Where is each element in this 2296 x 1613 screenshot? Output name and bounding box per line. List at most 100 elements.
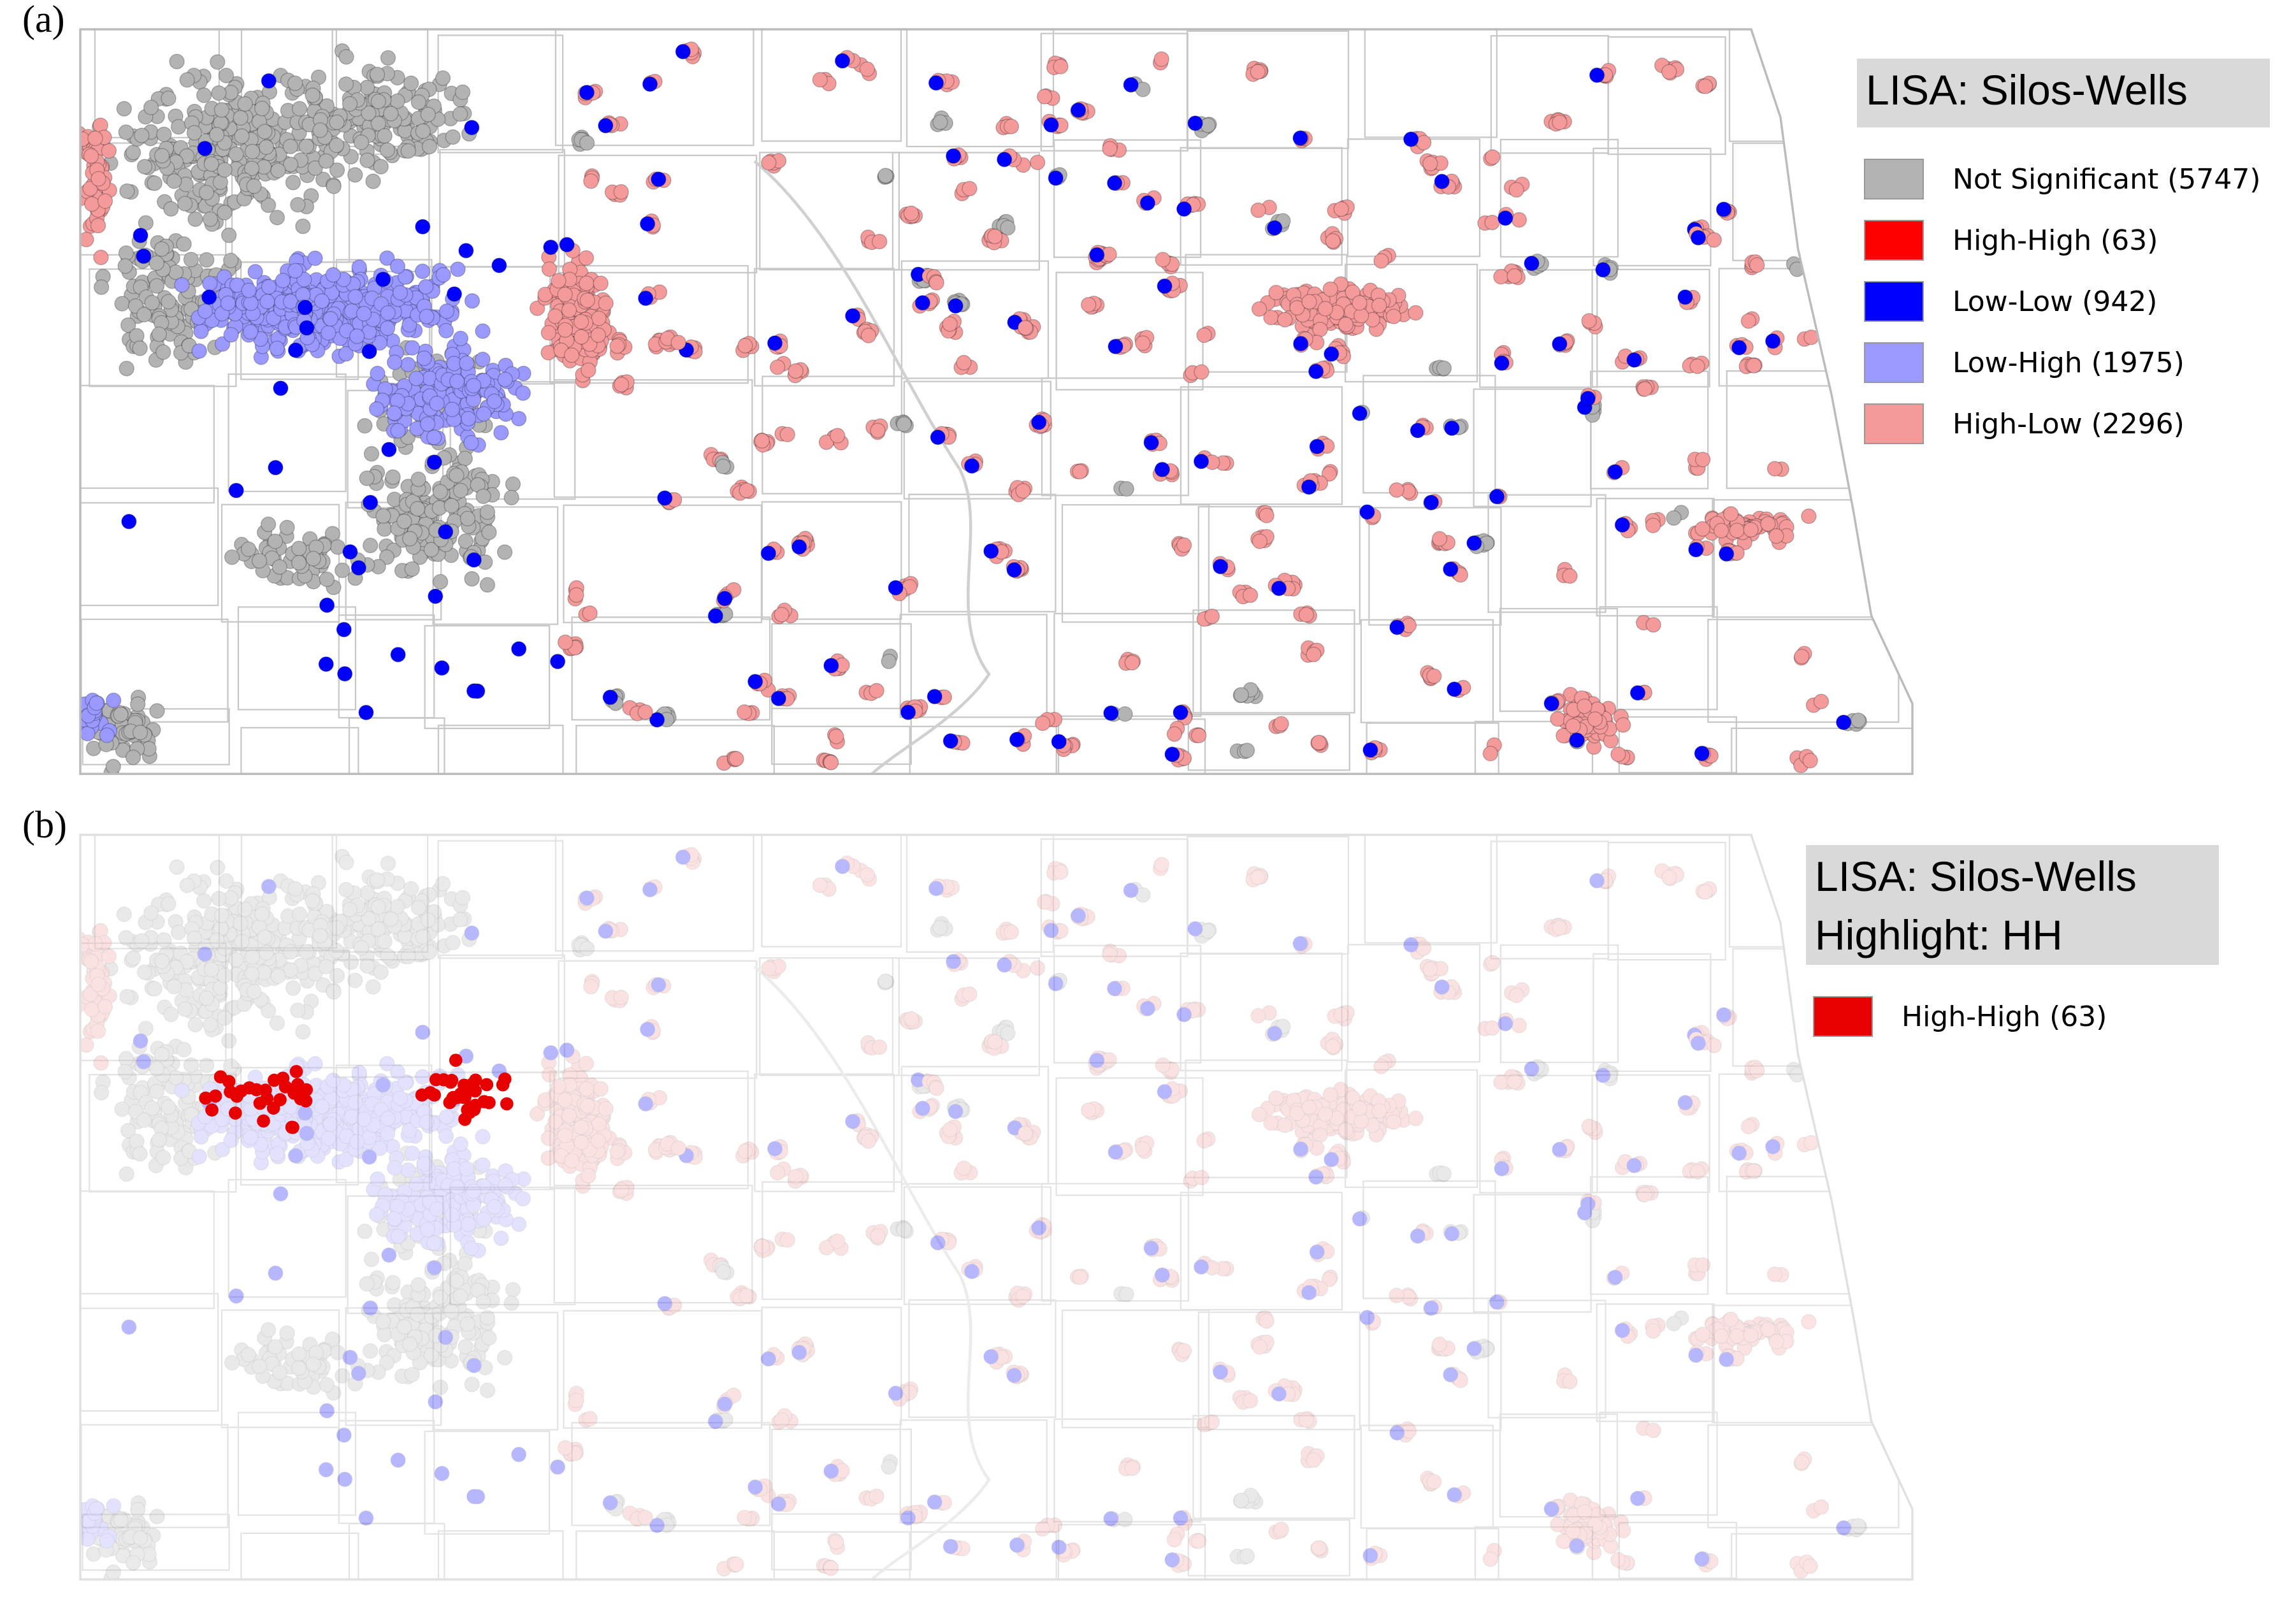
county <box>1731 727 1912 774</box>
point <box>449 467 465 484</box>
point <box>1139 195 1156 211</box>
point <box>1484 214 1500 231</box>
point <box>1164 746 1180 762</box>
point <box>834 53 851 69</box>
county <box>338 614 435 719</box>
point <box>1444 420 1460 437</box>
point <box>1800 215 1816 232</box>
point <box>305 87 321 103</box>
point <box>176 1041 192 1058</box>
point <box>1550 711 1566 727</box>
point <box>579 84 595 101</box>
point <box>125 1555 141 1571</box>
point <box>823 755 839 770</box>
point <box>282 138 299 154</box>
point <box>438 1128 454 1145</box>
county <box>1487 494 1606 613</box>
point <box>1688 542 1704 558</box>
point <box>466 683 482 699</box>
county <box>1490 35 1610 154</box>
point <box>244 949 261 966</box>
point <box>454 890 471 906</box>
point <box>1308 363 1324 380</box>
point <box>363 1251 380 1268</box>
point <box>1385 308 1402 324</box>
point <box>282 944 299 960</box>
point <box>454 84 471 100</box>
point <box>291 1360 307 1377</box>
point <box>223 252 239 268</box>
point <box>463 435 479 451</box>
point <box>183 1057 199 1073</box>
point <box>1242 587 1259 604</box>
point <box>549 653 566 670</box>
point <box>408 1176 424 1192</box>
point <box>260 1322 277 1338</box>
point <box>322 311 339 327</box>
point <box>383 911 399 927</box>
point <box>1271 581 1287 597</box>
point <box>118 1051 134 1067</box>
county <box>900 260 1050 379</box>
point <box>414 263 431 279</box>
point <box>156 126 172 143</box>
point <box>481 524 497 540</box>
point <box>174 277 190 293</box>
point <box>273 380 289 396</box>
point <box>423 542 440 558</box>
point <box>166 173 182 189</box>
point <box>1821 109 1838 125</box>
county <box>1731 1533 1912 1580</box>
point <box>144 294 160 311</box>
point <box>1543 695 1559 712</box>
point <box>475 351 491 368</box>
point <box>1102 141 1118 157</box>
point <box>1389 619 1405 635</box>
point <box>540 324 557 341</box>
point <box>613 184 629 200</box>
point <box>297 300 314 315</box>
point <box>1848 379 1865 395</box>
point <box>148 278 165 294</box>
point <box>1009 732 1025 748</box>
point <box>87 130 103 147</box>
county <box>220 503 340 623</box>
point <box>251 1358 268 1375</box>
point <box>1423 495 1440 510</box>
county <box>1061 1309 1210 1429</box>
point <box>379 142 396 158</box>
point <box>375 271 391 287</box>
point <box>563 1153 580 1169</box>
county <box>771 707 912 765</box>
point <box>322 1117 339 1132</box>
point <box>319 571 335 588</box>
point <box>83 196 100 212</box>
point <box>233 915 249 932</box>
point <box>369 872 386 888</box>
point <box>445 129 461 145</box>
point <box>579 1081 595 1097</box>
point <box>410 471 426 488</box>
point <box>148 1083 165 1099</box>
point <box>1311 734 1327 751</box>
point <box>1746 358 1762 373</box>
point <box>464 119 480 136</box>
point <box>444 1303 459 1319</box>
point <box>1562 568 1578 584</box>
point <box>279 519 295 535</box>
county <box>1197 505 1361 625</box>
point <box>318 958 334 974</box>
point <box>240 541 257 558</box>
point <box>557 322 574 338</box>
point <box>116 906 132 922</box>
river <box>753 160 991 774</box>
point <box>1793 207 1810 223</box>
point <box>1143 435 1159 451</box>
county <box>348 1523 445 1580</box>
county <box>1368 507 1502 626</box>
point <box>1822 113 1838 129</box>
point <box>1080 296 1097 313</box>
point <box>1482 746 1499 762</box>
point <box>1118 481 1134 497</box>
point <box>591 1116 607 1132</box>
